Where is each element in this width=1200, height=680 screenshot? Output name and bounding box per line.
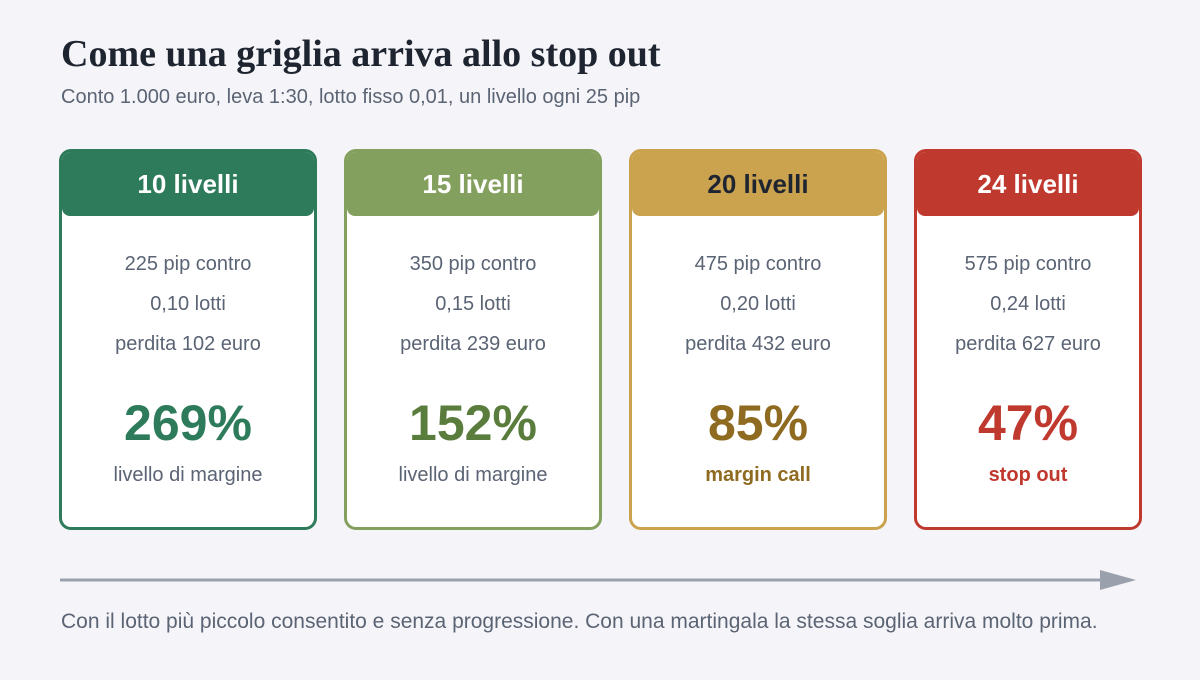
margin-status: stop out	[988, 464, 1068, 486]
margin-percent: 47%	[977, 395, 1079, 451]
card-header: 20 livelli	[632, 152, 884, 216]
arrow-right-icon	[60, 570, 1136, 590]
loss-text: perdita 627 euro	[955, 333, 1101, 355]
margin-percent: 152%	[409, 395, 537, 451]
lots-text: 0,24 lotti	[990, 293, 1066, 315]
pip-against-text: 575 pip contro	[964, 253, 1092, 275]
margin-status: margin call	[705, 464, 811, 486]
card-header: 24 livelli	[917, 152, 1139, 216]
card-details: 225 pip contro 0,10 lotti perdita 102 eu…	[62, 244, 314, 364]
page-subtitle: Conto 1.000 euro, leva 1:30, lotto fisso…	[61, 86, 641, 108]
margin-status: livello di margine	[113, 464, 263, 486]
footer-note: Con il lotto più piccolo consentito e se…	[61, 610, 1098, 633]
margin-percent: 269%	[124, 395, 252, 451]
card-header: 10 livelli	[62, 152, 314, 216]
card-15-levels: 15 livelli 350 pip contro 0,15 lotti per…	[344, 149, 602, 530]
loss-text: perdita 239 euro	[400, 333, 546, 355]
loss-text: perdita 102 euro	[115, 333, 261, 355]
lots-text: 0,15 lotti	[435, 293, 511, 315]
card-header: 15 livelli	[347, 152, 599, 216]
pip-against-text: 475 pip contro	[694, 253, 822, 275]
card-24-levels: 24 livelli 575 pip contro 0,24 lotti per…	[914, 149, 1142, 530]
card-20-levels: 20 livelli 475 pip contro 0,20 lotti per…	[629, 149, 887, 530]
card-10-levels: 10 livelli 225 pip contro 0,10 lotti per…	[59, 149, 317, 530]
margin-status: livello di margine	[398, 464, 548, 486]
loss-text: perdita 432 euro	[685, 333, 831, 355]
lots-text: 0,10 lotti	[150, 293, 226, 315]
page-title: Come una griglia arriva allo stop out	[61, 33, 661, 75]
margin-percent: 85%	[707, 395, 809, 451]
progression-arrow	[60, 568, 1140, 592]
lots-text: 0,20 lotti	[720, 293, 796, 315]
card-details: 475 pip contro 0,20 lotti perdita 432 eu…	[632, 244, 884, 364]
card-details: 350 pip contro 0,15 lotti perdita 239 eu…	[347, 244, 599, 364]
card-details: 575 pip contro 0,24 lotti perdita 627 eu…	[917, 244, 1139, 364]
pip-against-text: 350 pip contro	[409, 253, 537, 275]
pip-against-text: 225 pip contro	[124, 253, 252, 275]
